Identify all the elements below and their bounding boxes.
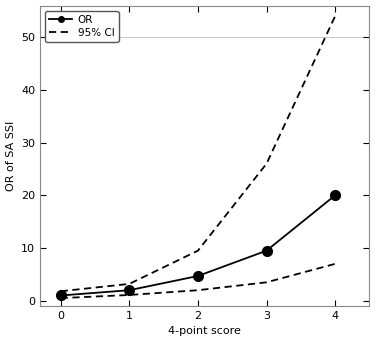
Y-axis label: OR of SA SSI: OR of SA SSI <box>6 121 15 191</box>
X-axis label: 4-point score: 4-point score <box>168 327 241 337</box>
Legend: OR, 95% CI: OR, 95% CI <box>45 11 118 42</box>
